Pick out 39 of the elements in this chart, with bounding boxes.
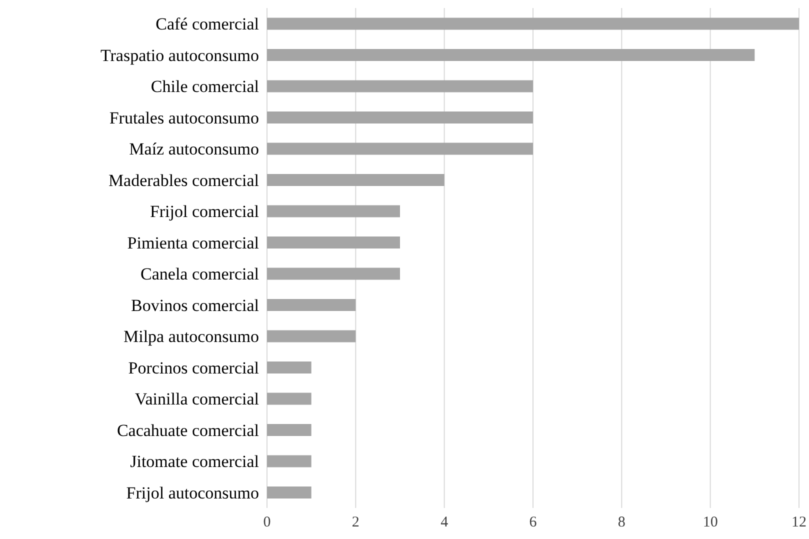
bar xyxy=(267,111,533,124)
bar xyxy=(267,455,312,468)
y-tick-label: Canela comercial xyxy=(140,264,260,284)
bar xyxy=(267,80,533,92)
y-tick-label: Traspatio autoconsumo xyxy=(100,46,259,65)
bar xyxy=(267,142,533,155)
y-tick-label: Milpa autoconsumo xyxy=(123,327,259,346)
bar xyxy=(267,330,356,342)
x-tick-label: 6 xyxy=(529,514,538,531)
y-tick-label: Maíz autoconsumo xyxy=(129,140,259,159)
y-tick-label: Chile comercial xyxy=(150,77,260,96)
y-tick-label: Pimienta comercial xyxy=(127,233,260,252)
y-tick-label: Frutales autoconsumo xyxy=(109,108,259,128)
bar xyxy=(267,392,312,405)
y-tick-label: Jitomate comercial xyxy=(130,452,260,472)
y-tick-label: Frijol autoconsumo xyxy=(126,483,259,502)
bar xyxy=(267,48,755,61)
bar xyxy=(267,298,356,311)
y-tick-label: Bovinos comercial xyxy=(131,296,260,315)
bar xyxy=(267,174,444,186)
bar xyxy=(267,268,400,280)
x-tick-label: 8 xyxy=(618,514,626,531)
x-tick-label: 0 xyxy=(263,514,271,531)
x-tick-label: 4 xyxy=(440,514,449,531)
y-tick-label: Maderables comercial xyxy=(108,170,260,190)
bar xyxy=(267,18,799,30)
y-tick-label: Frijol comercial xyxy=(150,202,260,222)
x-tick-label: 10 xyxy=(702,514,718,531)
y-tick-label: Café comercial xyxy=(156,14,260,34)
y-tick-label: Porcinos comercial xyxy=(128,358,260,378)
bar xyxy=(267,205,400,218)
bar xyxy=(267,486,312,498)
bar xyxy=(267,424,312,436)
x-tick-label: 2 xyxy=(352,514,360,531)
x-tick-label: 12 xyxy=(792,514,806,531)
bar xyxy=(267,236,400,248)
y-tick-label: Vainilla comercial xyxy=(134,390,260,409)
bar xyxy=(267,361,312,374)
y-tick-label: Cacahuate comercial xyxy=(116,420,260,440)
